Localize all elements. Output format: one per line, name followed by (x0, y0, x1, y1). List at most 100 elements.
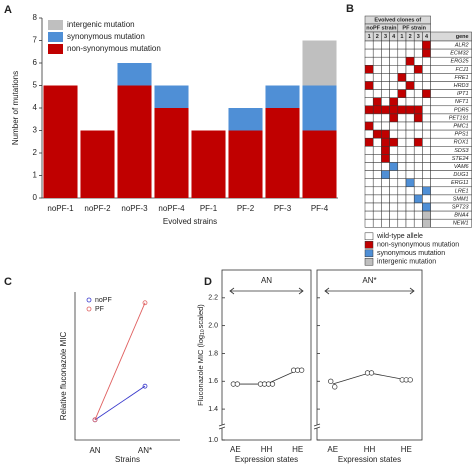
cell (364, 65, 374, 74)
gene-label: SMM1 (453, 196, 469, 202)
legend-label: non-synonymous mutation (67, 44, 161, 53)
cell (422, 202, 431, 212)
cell (364, 129, 374, 139)
cell (364, 162, 374, 171)
cell (413, 56, 423, 66)
cell (381, 40, 390, 50)
cell (364, 121, 374, 131)
legend-label: noPF (95, 297, 112, 304)
cell (422, 137, 431, 147)
column-label: 2 (409, 34, 412, 40)
cell (413, 186, 423, 196)
cell (422, 113, 431, 123)
cell (372, 186, 382, 196)
cell (422, 129, 431, 139)
cell (397, 40, 407, 50)
cell (372, 89, 382, 98)
cell (372, 73, 382, 82)
y-axis-label-part: scaled) (196, 304, 205, 329)
cell (405, 154, 415, 163)
y-tick-label: 1.8 (208, 350, 218, 357)
cell (422, 81, 431, 90)
axis-break-gap (219, 425, 225, 428)
cell (422, 48, 431, 58)
cell (422, 170, 431, 179)
legend-swatch (48, 44, 63, 54)
column-label: 2 (376, 34, 379, 40)
bar-segment (228, 130, 263, 198)
y-tick-label: 0 (33, 193, 38, 202)
cell (397, 162, 407, 171)
cell (405, 89, 415, 98)
x-tick-label: noPF-3 (121, 204, 148, 213)
point (142, 300, 148, 306)
cell (397, 73, 407, 82)
bar-segment (302, 130, 337, 198)
x-tick-label: AN (89, 446, 100, 455)
arrow (324, 287, 415, 295)
panel-letter: A (4, 4, 12, 16)
cell (397, 105, 407, 115)
cell (381, 162, 390, 171)
cell (381, 146, 390, 155)
y-tick-label: 7 (33, 36, 38, 45)
cell (413, 89, 423, 98)
gene-label: FRE1 (455, 75, 469, 81)
group-label: noPF strain (366, 25, 397, 31)
cell (422, 218, 431, 228)
legend-swatch (364, 258, 374, 266)
cell (389, 97, 399, 107)
x-tick-label: PF-1 (200, 204, 218, 213)
cell (364, 73, 374, 82)
cell (372, 202, 382, 212)
cell (405, 65, 415, 74)
x-tick-label: noPF-2 (84, 204, 111, 213)
cell (389, 56, 399, 66)
cell (397, 202, 407, 212)
cell (413, 146, 423, 155)
cell (397, 194, 407, 204)
y-tick-label: 4 (33, 103, 38, 112)
cell (405, 202, 415, 212)
cell (364, 210, 374, 220)
axis-break-gap (314, 425, 320, 428)
bar-segment (154, 85, 189, 108)
cell (381, 129, 390, 139)
point (332, 384, 338, 390)
cell (372, 154, 382, 163)
bar-segment (228, 108, 263, 131)
y-tick-label: 5 (33, 81, 38, 90)
cell (397, 56, 407, 66)
gene-label: SPT23 (452, 205, 470, 211)
cell (372, 81, 382, 90)
cell (422, 162, 431, 171)
legend-label: intergenic mutation (377, 259, 436, 266)
gene-label: NEW1 (453, 221, 469, 227)
legend-swatch (364, 232, 374, 241)
cell (364, 194, 374, 204)
y-tick-label: 2 (33, 148, 38, 157)
cell (405, 81, 415, 90)
panel-letter: B (346, 3, 354, 15)
cell (389, 65, 399, 74)
cell (405, 73, 415, 82)
cell (364, 178, 374, 188)
cell (405, 210, 415, 220)
cell (413, 97, 423, 107)
point (368, 370, 375, 376)
cell (413, 81, 423, 90)
cell (381, 48, 390, 58)
gene-label: NFT1 (455, 99, 469, 105)
panel-letter: D (204, 276, 212, 288)
cell (422, 105, 431, 115)
cell (364, 218, 374, 228)
bar-segment (265, 108, 300, 198)
x-axis-label: Strains (115, 455, 140, 464)
cell (389, 81, 399, 90)
cell (372, 40, 382, 50)
gene-label: DUG1 (453, 172, 468, 178)
point (92, 417, 98, 423)
bar-segment (117, 63, 152, 86)
bar-segment (265, 85, 300, 108)
cell (381, 137, 390, 147)
